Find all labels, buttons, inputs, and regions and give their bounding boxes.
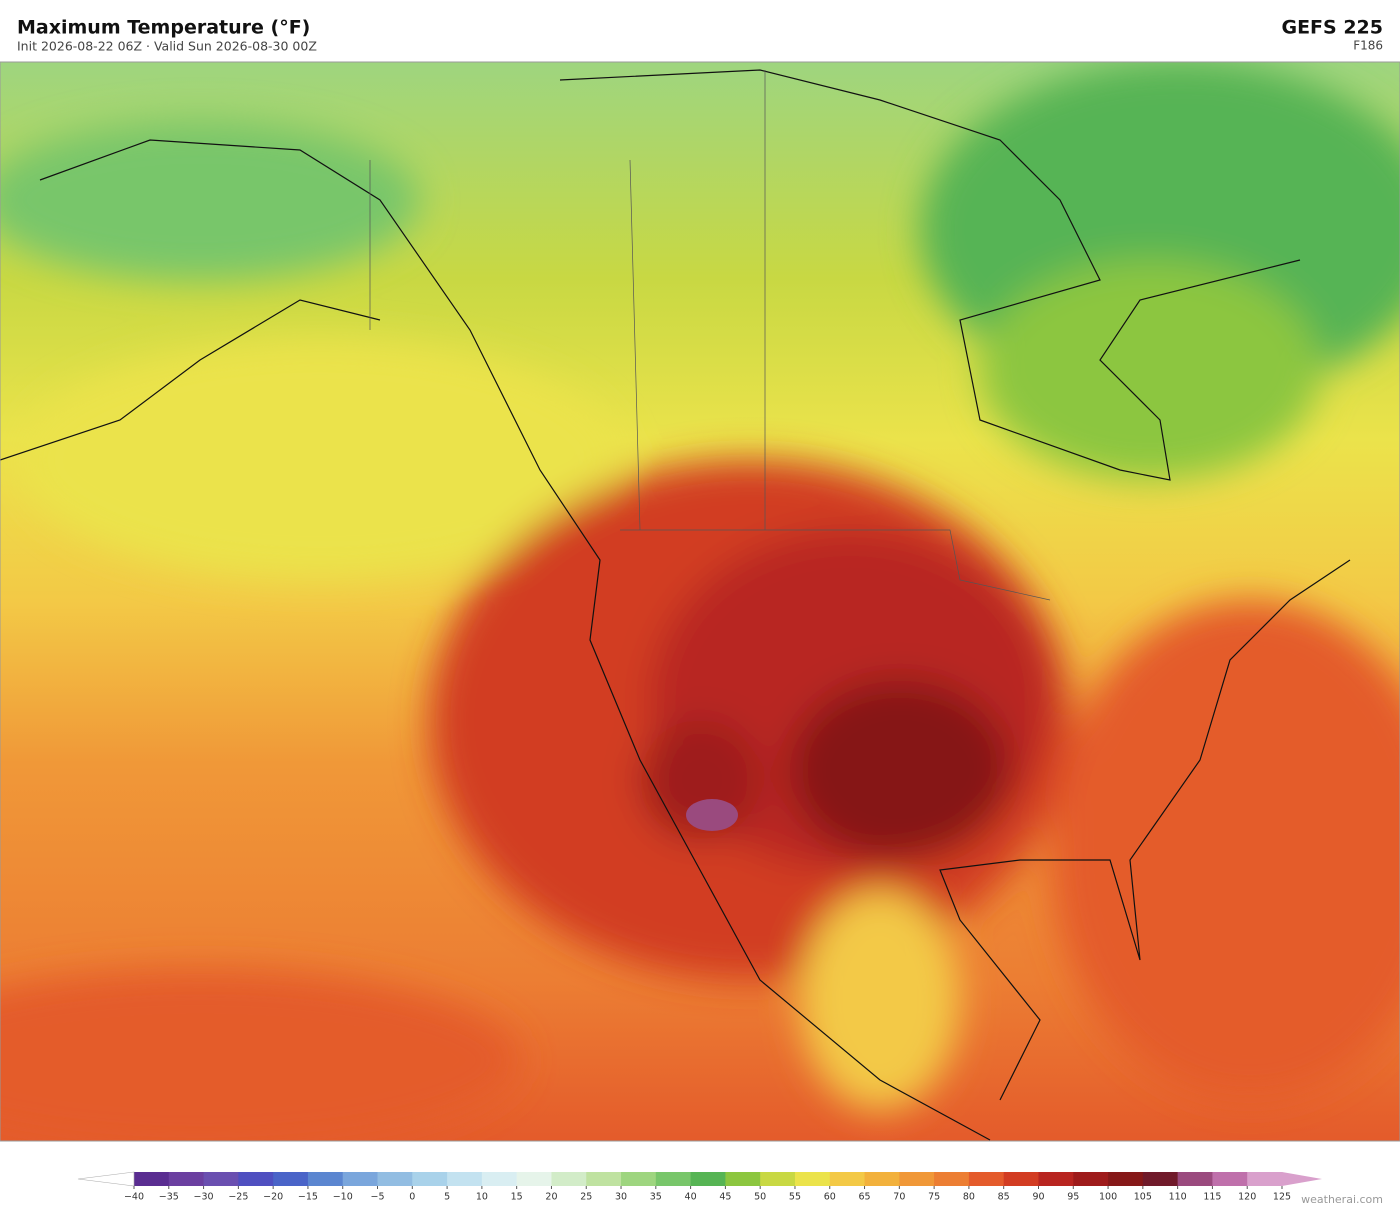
colorbar-tick-label: 105	[1134, 1192, 1152, 1203]
colorbar-box	[412, 1172, 448, 1186]
colorbar-tick-label: 50	[754, 1192, 766, 1203]
colorbar-extend-high	[1282, 1172, 1322, 1186]
colorbar-box	[481, 1172, 518, 1186]
colorbar-tick-label: 20	[545, 1192, 557, 1203]
colorbar-box	[899, 1172, 935, 1186]
colorbar-tick-label: 85	[998, 1192, 1010, 1203]
colorbar-tick-label: 35	[650, 1192, 662, 1203]
colorbar-tick-label: 110	[1169, 1192, 1187, 1203]
colorbar-tick-label: 115	[1203, 1192, 1221, 1203]
colorbar-tick-label: −5	[371, 1192, 385, 1203]
colorbar-tick-label: 125	[1273, 1192, 1291, 1203]
colorbar-tick-label: −10	[333, 1192, 353, 1203]
colorbar-tick-label: 65	[858, 1192, 870, 1203]
colorbar-box	[516, 1172, 552, 1186]
colorbar-tick-label: 120	[1238, 1192, 1256, 1203]
subtitle: Init 2026-08-22 06Z · Valid Sun 2026-08-…	[17, 39, 317, 54]
borders	[369, 70, 1051, 601]
colorbar-box	[551, 1172, 587, 1186]
colorbar: −40 −35 −30 −25 −20 −15 −10 −5 0 5 10 15 20 25 30 35 40 4…	[77, 1171, 1322, 1203]
colorbar-box	[586, 1172, 622, 1186]
map	[0, 62, 1400, 1141]
colorbar-tick-label: 55	[789, 1192, 801, 1203]
colorbar-tick-label: −25	[228, 1192, 248, 1203]
colorbar-extend-low	[77, 1171, 135, 1187]
model: GEFS 225	[1281, 17, 1383, 39]
colorbar-box	[203, 1172, 239, 1186]
colorbar-box	[934, 1172, 970, 1186]
colorbar-box	[273, 1172, 309, 1186]
credit: weatherai.com	[1301, 1193, 1383, 1206]
colorbar-box	[342, 1172, 379, 1186]
colorbar-box	[621, 1172, 657, 1186]
colorbar-tick-label: 0	[409, 1192, 415, 1203]
colorbar-tick-label: −35	[159, 1192, 179, 1203]
colorbar-tick-label: −40	[124, 1192, 144, 1203]
title: Maximum Temperature (°F)	[17, 17, 310, 39]
colorbar-box	[1108, 1172, 1144, 1186]
colorbar-tick-label: 40	[685, 1192, 697, 1203]
map-frame	[0, 61, 1400, 1142]
colorbar-box	[968, 1172, 1005, 1186]
colorbar-box	[307, 1172, 344, 1186]
colorbar-tick-label: 10	[476, 1192, 488, 1203]
colorbar-box	[238, 1172, 274, 1186]
colorbar-tick-label: 45	[719, 1192, 731, 1203]
colorbar-tick-label: 25	[580, 1192, 592, 1203]
colorbar-tick-label: 15	[511, 1192, 523, 1203]
colorbar-box	[725, 1172, 761, 1186]
colorbar-tick-label: 75	[928, 1192, 940, 1203]
hot-spot	[686, 799, 738, 831]
colorbar-tick-label: −30	[194, 1192, 214, 1203]
coastline	[0, 69, 1351, 1141]
forecast-hour: F186	[1353, 39, 1383, 53]
colorbar-tick-label: 100	[1099, 1192, 1117, 1203]
colorbar-box	[829, 1172, 866, 1186]
colorbar-tick-label: −15	[298, 1192, 318, 1203]
colorbar-box	[168, 1172, 205, 1186]
colorbar-box	[1003, 1172, 1039, 1186]
colorbar-box	[134, 1172, 170, 1186]
colorbar-box	[1073, 1172, 1109, 1186]
colorbar-tick-label: 70	[893, 1192, 905, 1203]
colorbar-tick-label: 60	[824, 1192, 836, 1203]
colorbar-box	[1247, 1172, 1283, 1186]
colorbar-box	[794, 1172, 831, 1186]
colorbar-tick-label: −20	[263, 1192, 283, 1203]
colorbar-box	[1177, 1172, 1213, 1186]
colorbar-tick-label: 30	[615, 1192, 627, 1203]
colorbar-box	[1142, 1172, 1179, 1186]
colorbar-box	[655, 1172, 692, 1186]
colorbar-box	[760, 1172, 796, 1186]
colorbar-tick-label: 80	[963, 1192, 975, 1203]
colorbar-tick-label: 90	[1032, 1192, 1044, 1203]
colorbar-box	[1038, 1172, 1074, 1186]
colorbar-box	[690, 1172, 726, 1186]
colorbar-box	[864, 1172, 900, 1186]
colorbar-box	[447, 1172, 483, 1186]
colorbar-tick-label: 5	[444, 1192, 450, 1203]
colorbar-box	[1212, 1172, 1248, 1186]
colorbar-box	[377, 1172, 413, 1186]
colorbar-tick-label: 95	[1067, 1192, 1079, 1203]
